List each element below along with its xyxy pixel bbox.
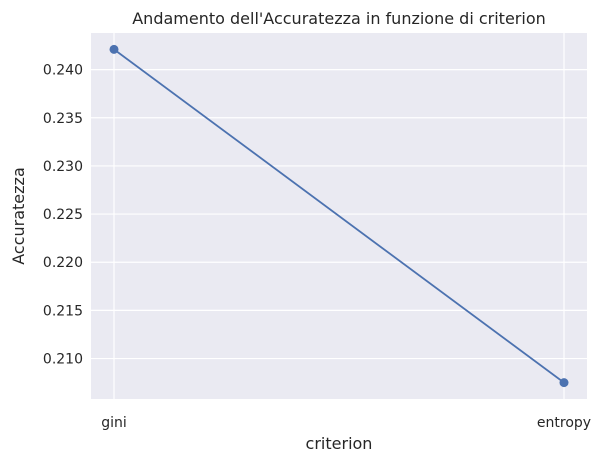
- grid-lines: [91, 33, 587, 399]
- y-tick-label: 0.220: [43, 255, 83, 271]
- y-tick-label: 0.215: [43, 303, 83, 319]
- x-tick-label: entropy: [537, 415, 591, 431]
- data-point: [559, 378, 569, 388]
- series-group: [109, 44, 569, 388]
- series-line: [113, 48, 565, 384]
- x-tick-labels: gini entropy: [101, 415, 591, 431]
- y-tick-label: 0.210: [43, 352, 83, 368]
- x-axis-label: criterion: [306, 434, 373, 453]
- y-axis-label: Accuratezza: [9, 167, 28, 265]
- y-tick-label: 0.240: [43, 63, 83, 79]
- y-tick-label: 0.225: [43, 207, 83, 223]
- y-tick-label: 0.230: [43, 159, 83, 175]
- y-tick-labels: 0.210 0.215 0.220 0.225 0.230 0.235 0.240: [43, 63, 83, 368]
- y-tick-label: 0.235: [43, 111, 83, 127]
- data-point: [109, 44, 119, 54]
- x-tick-label: gini: [101, 415, 127, 431]
- chart-title: Andamento dell'Accuratezza in funzione d…: [132, 9, 546, 28]
